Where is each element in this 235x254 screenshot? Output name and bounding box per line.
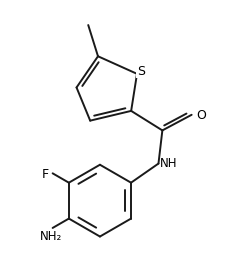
Text: NH₂: NH₂ — [39, 229, 62, 242]
Text: O: O — [196, 108, 206, 121]
Text: F: F — [42, 167, 49, 180]
Text: S: S — [137, 65, 145, 78]
Text: NH: NH — [160, 157, 178, 170]
